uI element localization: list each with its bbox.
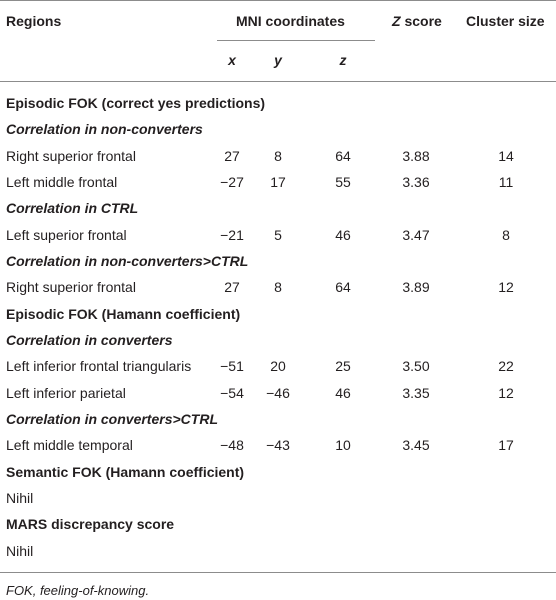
header-cluster: Cluster size [466, 13, 545, 29]
cluster-size: 12 [498, 279, 514, 295]
header-zscore-symbol: Z [392, 13, 401, 29]
top-rule [0, 0, 556, 1]
coord-z: 64 [335, 148, 351, 164]
subsection-heading: Correlation in non-converters>CTRL [6, 253, 249, 269]
coord-y: 8 [274, 148, 282, 164]
subsection-heading: Correlation in converters>CTRL [6, 411, 218, 427]
region-name: Right superior frontal [6, 279, 136, 295]
row-note: Nihil [6, 490, 34, 506]
bottom-rule [0, 572, 556, 573]
coord-z: 64 [335, 279, 351, 295]
coord-y: 20 [270, 358, 286, 374]
z-score: 3.35 [402, 385, 430, 401]
section-heading: Episodic FOK (correct yes predictions) [6, 95, 266, 111]
header-zscore-label: score [400, 13, 442, 29]
coord-y: 5 [274, 227, 282, 243]
subsection-heading: Correlation in CTRL [6, 200, 139, 216]
region-name: Left inferior frontal triangularis [6, 358, 192, 374]
coord-x: 27 [224, 279, 240, 295]
subsection-heading: Correlation in non-converters [6, 121, 203, 137]
coord-y: 17 [270, 174, 286, 190]
coord-z: 55 [335, 174, 351, 190]
cluster-size: 22 [498, 358, 514, 374]
z-score: 3.89 [402, 279, 430, 295]
coord-y: −46 [266, 385, 290, 401]
region-name: Left middle temporal [6, 437, 133, 453]
header-z: z [339, 52, 347, 68]
cluster-size: 14 [498, 148, 514, 164]
coord-z: 46 [335, 227, 351, 243]
section-heading: MARS discrepancy score [6, 516, 175, 532]
region-name: Left inferior parietal [6, 385, 126, 401]
cluster-size: 8 [502, 227, 510, 243]
coord-y: −43 [266, 437, 290, 453]
mni-underline [217, 40, 375, 41]
subsection-heading: Correlation in converters [6, 332, 173, 348]
coord-x: −21 [220, 227, 244, 243]
header-y: y [274, 52, 282, 68]
coord-z: 25 [335, 358, 351, 374]
row-note: Nihil [6, 543, 34, 559]
coord-x: −54 [220, 385, 244, 401]
coord-z: 10 [335, 437, 351, 453]
coord-y: 8 [274, 279, 282, 295]
coord-x: −51 [220, 358, 244, 374]
z-score: 3.50 [402, 358, 430, 374]
region-name: Left middle frontal [6, 174, 118, 190]
coord-z: 46 [335, 385, 351, 401]
coord-x: −27 [220, 174, 244, 190]
region-name: Right superior frontal [6, 148, 136, 164]
header-rule [0, 81, 556, 82]
region-name: Left superior frontal [6, 227, 127, 243]
header-mni: MNI coordinates [236, 13, 345, 29]
cluster-size: 11 [498, 174, 514, 190]
header-regions: Regions [6, 13, 62, 29]
section-heading: Episodic FOK (Hamann coefficient) [6, 306, 241, 322]
coord-x: 27 [224, 148, 240, 164]
header-x: x [228, 52, 236, 68]
coord-x: −48 [220, 437, 244, 453]
z-score: 3.47 [402, 227, 430, 243]
header-zscore: Z score [392, 12, 442, 30]
section-heading: Semantic FOK (Hamann coefficient) [6, 464, 245, 480]
cluster-size: 17 [498, 437, 514, 453]
z-score: 3.36 [402, 174, 430, 190]
cluster-size: 12 [498, 385, 514, 401]
footnote: FOK, feeling-of-knowing. [6, 583, 150, 598]
z-score: 3.88 [402, 148, 430, 164]
z-score: 3.45 [402, 437, 430, 453]
